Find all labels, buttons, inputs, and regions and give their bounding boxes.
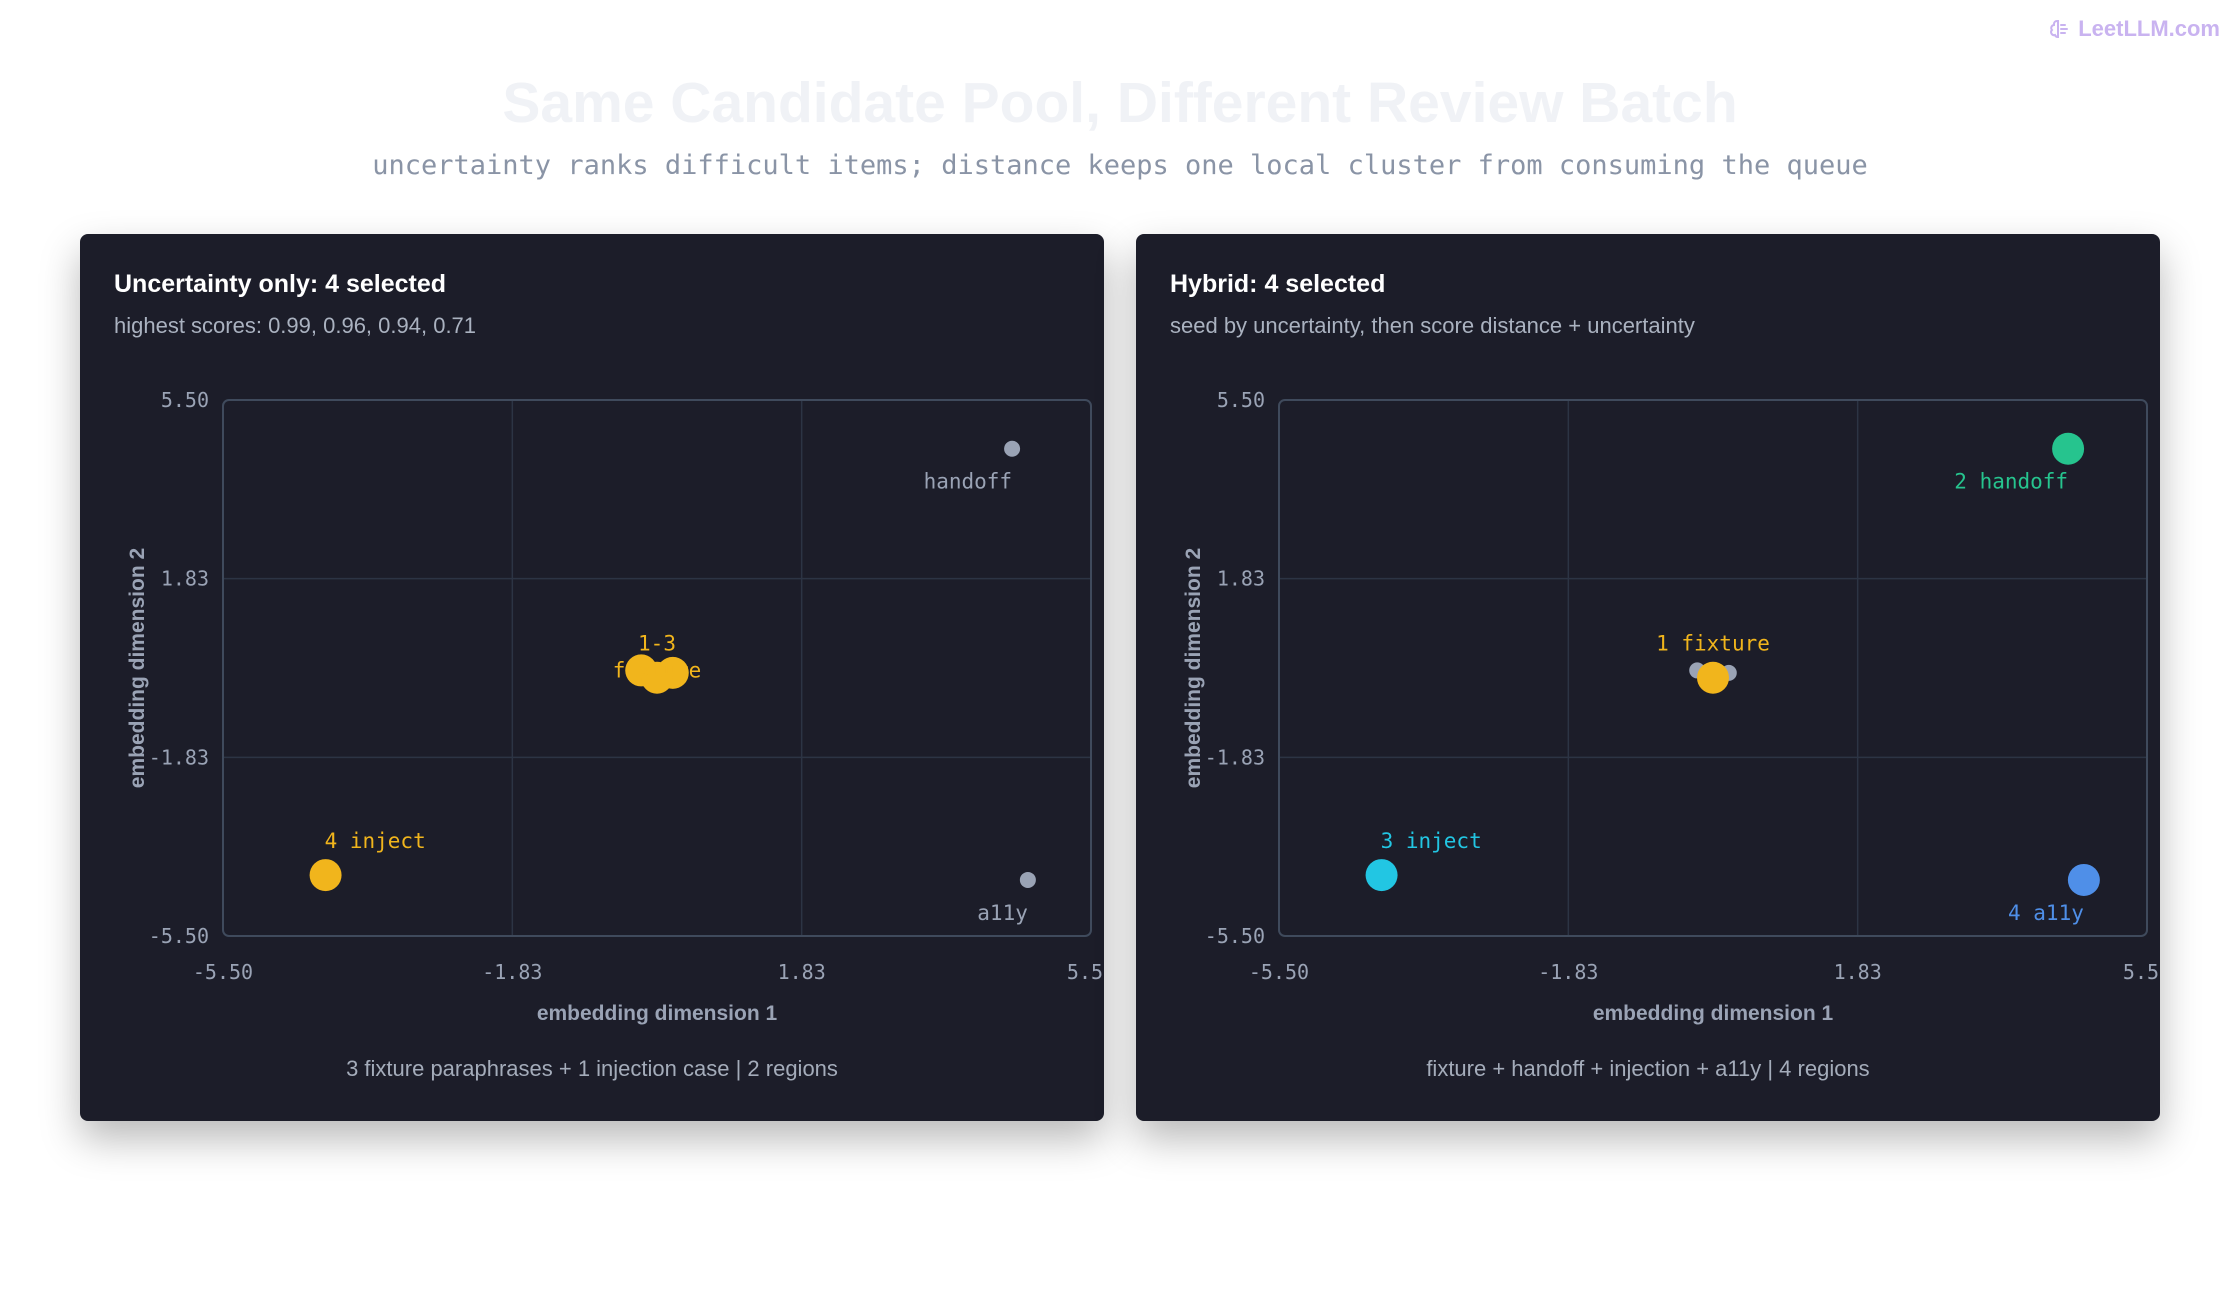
panel-footer: 3 fixture paraphrases + 1 injection case…: [346, 1056, 838, 1081]
x-tick-label: 1.83: [1834, 960, 1882, 984]
panel-subtitle: seed by uncertainty, then score distance…: [1170, 313, 1695, 338]
x-tick-label: 5.50: [1067, 960, 1104, 984]
scatter-plot-uncertainty: -5.50 -1.83 1.83 5.50 5.50 1.83 -1.83 -5.50 embe…: [126, 388, 1104, 1025]
plot-frame: [222, 399, 1092, 937]
x-axis-label: embedding dimension 1: [537, 1002, 778, 1025]
panel-title: Uncertainty only: 4 selected: [114, 270, 447, 298]
panel-title: Hybrid: 4 selected: [1170, 270, 1386, 298]
selected-point: [309, 859, 342, 892]
y-tick-label: 5.50: [1217, 388, 1265, 412]
y-tick-label: 1.83: [161, 567, 209, 591]
point-label: handoff: [924, 470, 1013, 494]
brain-icon: [2050, 20, 2069, 38]
plot-frame: [1278, 399, 2148, 937]
y-tick-label: -5.50: [149, 924, 209, 948]
panel-footer: fixture + handoff + injection + a11y | 4…: [1426, 1056, 1870, 1081]
selected-point: [2067, 863, 2100, 896]
x-axis-label: embedding dimension 1: [1593, 1002, 1834, 1025]
x-tick-label: 5.50: [2123, 960, 2160, 984]
selected-point: [2052, 432, 2085, 465]
y-tick-label: -1.83: [1205, 745, 1265, 769]
x-tick-label: -5.50: [1249, 960, 1309, 984]
panel-subtitle: highest scores: 0.99, 0.96, 0.94, 0.71: [114, 313, 477, 338]
x-tick-label: 1.83: [778, 960, 826, 984]
point-label: fixture: [613, 658, 702, 682]
point-label: 1 fixture: [1656, 631, 1770, 655]
x-tick-label: -5.50: [193, 960, 253, 984]
brand-name: LeetLLM.com: [2078, 16, 2220, 41]
panel-hybrid: Hybrid: 4 selected seed by uncertainty, …: [1136, 234, 2160, 1121]
scatter-plot-hybrid: -5.50 -1.83 1.83 5.50 5.50 1.83 -1.83 -5.50 embe…: [1182, 388, 2160, 1025]
selected-point: [1365, 859, 1398, 892]
candidate-point: [1019, 871, 1036, 888]
y-axis-label: embedding dimension 2: [126, 548, 149, 788]
point-label: 4 a11y: [2008, 901, 2084, 925]
y-tick-label: 1.83: [1217, 567, 1265, 591]
y-axis-label: embedding dimension 2: [1182, 548, 1205, 788]
page-title: Same Candidate Pool, Different Review Ba…: [502, 71, 1738, 135]
point-label: 3 inject: [1381, 829, 1482, 853]
y-tick-label: -1.83: [149, 745, 209, 769]
point-label: 2 handoff: [1954, 470, 2068, 494]
brand-logo: LeetLLM.com: [2048, 16, 2220, 42]
panel-uncertainty-only: Uncertainty only: 4 selected highest sco…: [80, 234, 1104, 1121]
point-label: a11y: [977, 901, 1028, 925]
point-label: 4 inject: [325, 829, 426, 853]
x-tick-label: -1.83: [1538, 960, 1598, 984]
y-tick-label: -5.50: [1205, 924, 1265, 948]
selected-point: [1697, 661, 1729, 694]
y-tick-label: 5.50: [161, 388, 209, 412]
page-subtitle: uncertainty ranks difficult items; dista…: [372, 150, 1868, 181]
selected-point: [641, 661, 673, 694]
candidate-point: [1004, 440, 1021, 457]
x-tick-label: -1.83: [482, 960, 542, 984]
point-label: 1-3: [638, 631, 676, 655]
